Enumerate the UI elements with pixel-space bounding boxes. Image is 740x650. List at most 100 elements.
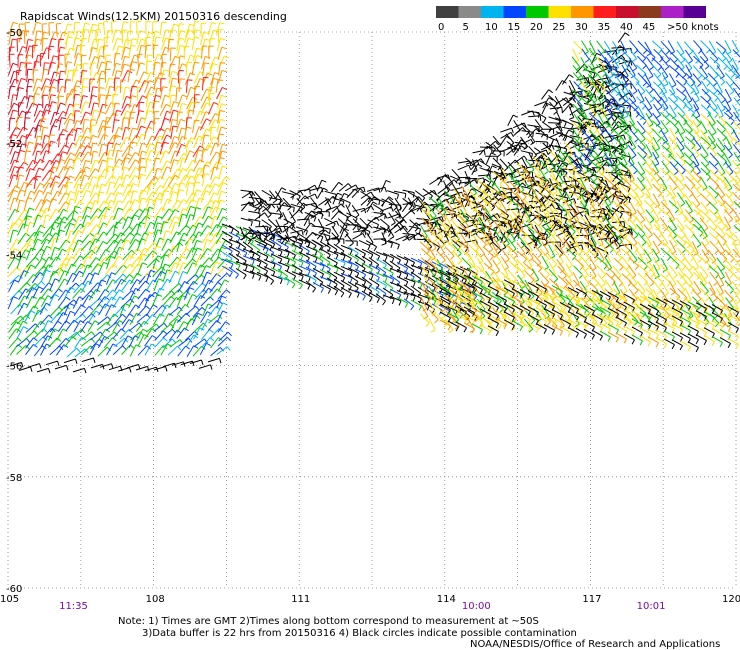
legend-swatch [503, 6, 526, 18]
wind-barb [177, 127, 187, 141]
wind-barb [561, 184, 573, 197]
wind-barb [42, 226, 56, 238]
wind-barb [429, 309, 439, 324]
wind-barb [152, 313, 165, 326]
wind-barb [660, 65, 669, 80]
wind-barb [34, 328, 48, 339]
wind-barb [80, 101, 90, 115]
wind-barb [338, 183, 352, 192]
wind-barb [216, 302, 228, 315]
wind-barb [692, 233, 702, 248]
wind-barb [153, 141, 162, 156]
wind-barb [74, 183, 83, 198]
legend-swatch [458, 6, 481, 18]
wind-barb [668, 112, 679, 127]
wind-barb [668, 264, 678, 279]
wind-barb [403, 277, 416, 287]
wind-barb [9, 166, 20, 179]
wind-barb [643, 224, 653, 239]
wind-barb [167, 174, 180, 187]
wind-barb [589, 232, 597, 248]
wind-barb [254, 212, 268, 221]
legend-tick-label: 10 [485, 22, 498, 33]
wind-barb [87, 29, 96, 43]
wind-barb [604, 226, 618, 236]
wind-barb [628, 89, 637, 105]
wind-barb [443, 190, 454, 204]
wind-barb [144, 44, 152, 59]
wind-barb [45, 360, 60, 367]
wind-barb [175, 255, 186, 269]
wind-barb [727, 306, 739, 317]
wind-barb [71, 157, 82, 171]
wind-barb [733, 72, 740, 86]
wind-barb [200, 31, 209, 46]
wind-barb [591, 329, 603, 341]
wind-barb [270, 274, 283, 285]
wind-barb [282, 197, 292, 211]
wind-barb [183, 29, 194, 43]
wind-barb [72, 239, 83, 253]
wind-barb [160, 62, 167, 76]
wind-barb [23, 150, 31, 164]
wind-barb [554, 96, 562, 110]
wind-barb [49, 71, 59, 85]
wind-barb [16, 345, 30, 355]
wind-barb [160, 46, 170, 60]
wind-barb [428, 228, 438, 243]
wind-barb [72, 37, 81, 51]
wind-barb [144, 143, 155, 156]
wind-barb [58, 270, 70, 283]
wind-barb [500, 271, 511, 286]
wind-barb [424, 281, 436, 293]
wind-barb [499, 184, 508, 199]
wind-barb [620, 135, 629, 151]
wind-barb [708, 281, 716, 297]
wind-barb [685, 136, 696, 150]
wind-barb [27, 363, 42, 369]
wind-barb [516, 226, 527, 240]
wind-barb [81, 127, 92, 140]
wind-barb [105, 142, 114, 156]
wind-barb [557, 265, 567, 280]
wind-barb [483, 223, 493, 238]
wind-barb [144, 250, 158, 262]
axis-tick-labels: 105 108 111 114 117 120-50-52-54-56-58-60 [0, 28, 740, 605]
wind-barb [661, 224, 672, 238]
wind-barb [605, 272, 616, 286]
wind-barb [559, 325, 571, 337]
wind-barb [39, 302, 51, 315]
wind-barb [326, 277, 338, 289]
legend-tick-label: 30 [575, 22, 588, 33]
wind-barb [565, 215, 574, 230]
wind-barb [49, 278, 60, 291]
wind-barb [444, 207, 455, 222]
wind-barb [483, 190, 493, 205]
wind-barb [106, 181, 116, 195]
wind-barb [588, 65, 598, 79]
wind-barb [556, 250, 564, 266]
map-title: Rapidscat Winds(12.5KM) 20150316 descend… [20, 10, 287, 23]
wind-barb [507, 165, 516, 180]
wind-barb [573, 216, 583, 231]
wind-barb [699, 49, 709, 64]
wind-barb [153, 222, 163, 236]
wind-barb [17, 54, 24, 68]
wind-barb [527, 183, 538, 196]
wind-barb [629, 80, 638, 95]
wind-barb [505, 133, 515, 147]
wind-barb [597, 49, 607, 64]
wind-barb [361, 248, 374, 260]
wind-barb [40, 109, 51, 123]
wind-barb [338, 192, 349, 205]
wind-barb [707, 88, 719, 102]
wind-barb [106, 86, 115, 100]
wind-barb [112, 85, 123, 99]
wind-barb [387, 226, 395, 240]
wind-barb [128, 127, 138, 141]
wind-barb [581, 289, 591, 303]
wind-barb [645, 240, 654, 255]
wind-barb [137, 86, 143, 101]
wind-barb [64, 256, 76, 269]
wind-barb [176, 327, 189, 339]
